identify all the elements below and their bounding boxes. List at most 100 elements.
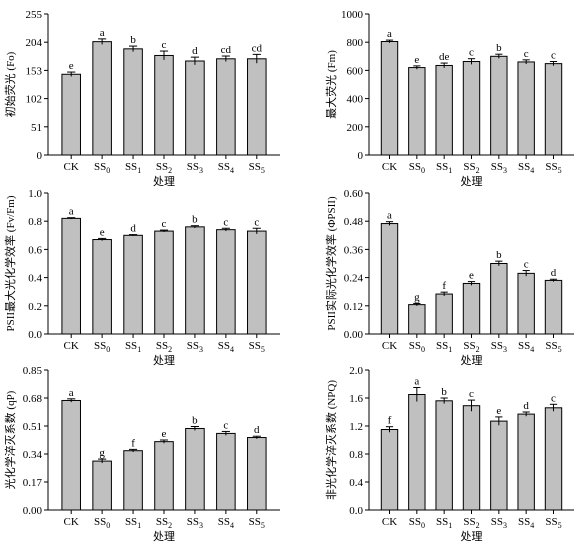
chart-1-bar xyxy=(61,73,81,156)
chart-6-ytick-label: 2.0 xyxy=(349,365,363,377)
chart-2-xtick-label: SS4 xyxy=(518,161,534,175)
chart-2-ytick-label: 600 xyxy=(347,65,364,77)
chart-5-bar xyxy=(92,460,112,511)
chart-4-significance-letter: b xyxy=(496,249,502,261)
chart-5-bar xyxy=(154,441,174,511)
chart-6-xtick-label: SS3 xyxy=(491,516,507,530)
chart-4-significance-letter: c xyxy=(524,259,529,271)
chart-3-bar xyxy=(247,230,267,335)
chart-6-ytick-label: 0.4 xyxy=(349,477,363,489)
chart-6-significance-letter: f xyxy=(388,415,392,427)
chart-5-ytick-label: 0.85 xyxy=(23,365,43,377)
chart-6-y-axis-label: 非光化学淬灭系数 (NPQ) xyxy=(324,380,338,500)
chart-5-xtick-label: SS4 xyxy=(218,516,234,530)
chart-4-x-axis-label: 处理 xyxy=(461,354,483,367)
chart-3-xtick-label: CK xyxy=(64,340,79,352)
chart-3-x-axis-label: 处理 xyxy=(153,354,175,367)
chart-3-bar xyxy=(154,230,174,335)
chart-1-significance-letter: cd xyxy=(252,42,263,54)
chart-2-bar xyxy=(544,63,563,156)
chart-2-xtick-label: SS3 xyxy=(491,161,507,175)
chart-4-significance-letter: a xyxy=(387,210,392,222)
chart-1-ytick-label: 153 xyxy=(26,65,43,77)
chart-6-significance-letter: c xyxy=(469,388,474,400)
chart-4-bar xyxy=(380,223,399,335)
chart-2-bar xyxy=(435,64,453,156)
chart-1-significance-letter: cd xyxy=(221,44,232,56)
chart-6-significance-letter: c xyxy=(551,392,556,404)
chart-1-xtick-label: SS5 xyxy=(249,161,265,175)
chart-4-bar xyxy=(490,263,508,335)
chart-3-significance-letter: c xyxy=(254,216,259,228)
chart-3-xtick-label: SS5 xyxy=(249,340,265,354)
chart-3-significance-letter: c xyxy=(223,216,228,228)
chart-4-xtick-label: SS3 xyxy=(491,340,507,354)
chart-1-bar xyxy=(92,41,112,156)
chart-3-ytick-label: 0.0 xyxy=(28,329,42,341)
chart-6-significance-letter: a xyxy=(414,376,419,388)
chart-5-xtick-label: SS2 xyxy=(156,516,172,530)
chart-1-bar xyxy=(154,54,174,156)
chart-3-bar xyxy=(92,239,112,335)
chart-1-xtick-label: CK xyxy=(64,161,79,173)
chart-3-y-axis-label: PSII最大光化学效率 (Fv/Fm) xyxy=(3,195,17,331)
chart-6-ytick-label: 0.0 xyxy=(349,505,363,517)
chart-3-significance-letter: a xyxy=(69,206,74,218)
chart-5-ytick-label: 0.68 xyxy=(23,393,43,405)
chart-4-ytick-label: 0.00 xyxy=(344,329,364,341)
chart-3-xtick-label: SS2 xyxy=(156,340,172,354)
chart-6-xtick-label: SS5 xyxy=(545,516,561,530)
chart-1-significance-letter: b xyxy=(130,34,136,46)
chart-1-bar xyxy=(123,48,143,156)
chart-5-significance-letter: b xyxy=(192,414,198,426)
chart-6-significance-letter: e xyxy=(496,405,501,417)
chart-1-y-axis-label: 初始荧光 (Fo) xyxy=(3,51,17,117)
chart-1-ytick-label: 204 xyxy=(26,37,43,49)
chart-5-bar xyxy=(247,437,267,511)
chart-5-significance-letter: g xyxy=(99,447,105,459)
chart-1-xtick-label: SS4 xyxy=(218,161,234,175)
chart-4-xtick-label: SS2 xyxy=(463,340,479,354)
chart-2-y-axis-label: 最大荧光 (Fm) xyxy=(324,50,338,119)
chart-1-xtick-label: SS2 xyxy=(156,161,172,175)
chart-6-xtick-label: SS4 xyxy=(518,516,534,530)
chart-3-ytick-label: 0.6 xyxy=(28,244,42,256)
chart-3-xtick-label: SS4 xyxy=(218,340,234,354)
chart-1-bar xyxy=(247,58,267,156)
chart-2-ytick-label: 200 xyxy=(347,122,364,134)
chart-4-xtick-label: SS1 xyxy=(436,340,452,354)
chart-3-bar xyxy=(61,217,81,335)
chart-5-ytick-label: 0.34 xyxy=(23,449,43,461)
chart-4-ytick-label: 0.24 xyxy=(344,273,364,285)
chart-6-xtick-label: CK xyxy=(382,516,397,528)
chart-4-significance-letter: f xyxy=(442,280,446,292)
chart-2-bar xyxy=(517,61,535,156)
chart-3-ytick-label: 1.0 xyxy=(28,188,42,200)
chart-3-xtick-label: SS0 xyxy=(94,340,110,354)
chart-2-significance-letter: c xyxy=(524,48,529,60)
chart-2-significance-letter: e xyxy=(414,54,419,66)
chart-2-bar xyxy=(490,55,508,156)
chart-4-ytick-label: 0.60 xyxy=(344,188,364,200)
chart-1-xtick-label: SS0 xyxy=(94,161,110,175)
chart-2: 0 200 400 600 800 1000 a CK e SS0 de SS1 c SS2 b SS3 c SS… xyxy=(324,9,574,188)
chart-2-significance-letter: c xyxy=(469,47,474,59)
chart-5-bar xyxy=(185,427,205,511)
chart-4-significance-letter: g xyxy=(414,291,420,303)
chart-4-bar xyxy=(517,272,535,335)
chart-2-x-axis-label: 处理 xyxy=(461,175,483,188)
chart-4-xtick-label: SS5 xyxy=(545,340,561,354)
chart-2-bar xyxy=(462,61,481,156)
chart-6-bar xyxy=(435,400,453,511)
chart-2-xtick-label: SS5 xyxy=(545,161,561,175)
chart-1-bar xyxy=(185,60,205,156)
chart-2-ytick-label: 1000 xyxy=(341,9,364,21)
chart-3-xtick-label: SS1 xyxy=(125,340,141,354)
chart-5-xtick-label: SS1 xyxy=(125,516,141,530)
chart-6-ytick-label: 1.6 xyxy=(349,393,363,405)
chart-6-bar xyxy=(380,429,399,511)
chart-5-x-axis-label: 处理 xyxy=(153,530,175,543)
chart-2-xtick-label: SS0 xyxy=(409,161,425,175)
chart-5-bar xyxy=(216,432,236,511)
chart-3-ytick-label: 0.2 xyxy=(28,301,42,313)
